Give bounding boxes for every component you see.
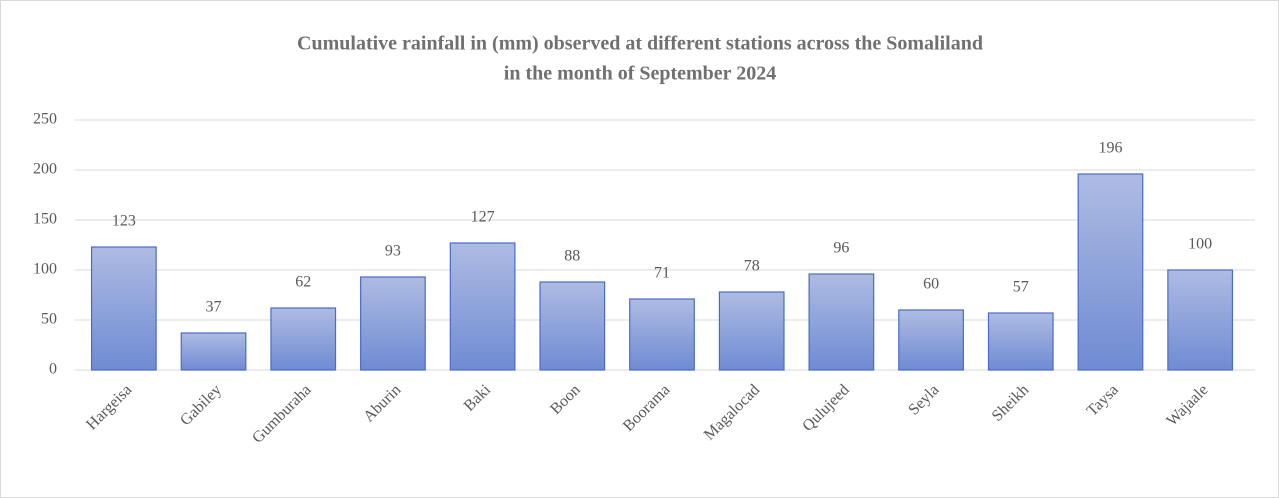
bar [718,291,785,371]
chart-title: in the month of September 2024 [504,63,776,85]
y-tick-label: 100 [33,261,57,278]
value-label: 96 [833,240,849,257]
bar [629,298,695,371]
bar [360,276,426,371]
value-label: 123 [112,213,136,230]
bar [1077,173,1144,371]
bar [180,332,247,371]
value-label: 62 [295,274,311,291]
chart-title: Cumulative rainfall in (mm) observed at … [297,33,983,55]
bar [987,312,1054,371]
bar [449,242,516,371]
bar [90,246,157,371]
bar [898,309,964,371]
value-label: 57 [1013,279,1029,296]
value-label: 93 [385,243,401,260]
y-tick-label: 150 [33,211,57,228]
y-tick-label: 250 [33,111,57,128]
value-label: 78 [744,258,760,275]
bar [1167,269,1234,371]
bar [270,307,337,371]
value-label: 196 [1098,140,1122,157]
value-label: 71 [654,265,670,282]
value-label: 100 [1188,236,1212,253]
y-tick-label: 0 [49,361,57,378]
value-label: 37 [206,299,222,316]
bar [808,273,875,371]
y-tick-label: 200 [33,161,57,178]
bar [539,281,606,371]
value-label: 60 [923,276,939,293]
y-tick-label: 50 [41,311,57,328]
value-label: 88 [564,248,580,265]
value-label: 127 [471,209,495,226]
